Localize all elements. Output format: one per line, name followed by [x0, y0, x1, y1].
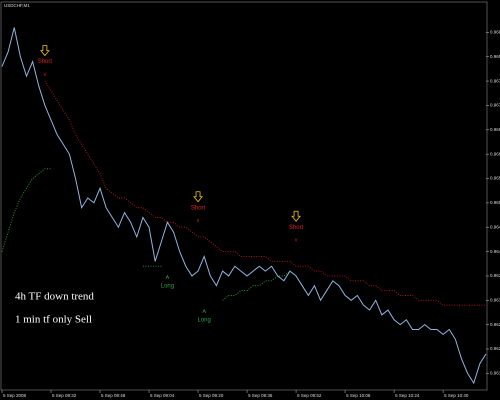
y-tick-label: 0.9665 — [490, 127, 500, 132]
x-tick-label: 5 Sep 08:32 — [52, 393, 77, 398]
y-tick-label: 0.9615 — [490, 371, 500, 376]
signal-marker — [202, 309, 206, 313]
note: 4h TF down trend — [15, 291, 94, 303]
series-line — [44, 80, 486, 306]
plot-frame — [0, 1, 488, 391]
x-tick-label: 5 Sep 09:04 — [150, 393, 175, 398]
annotation: Short — [38, 59, 53, 65]
series-line — [1, 27, 487, 385]
annotation: Long — [197, 317, 210, 323]
x-tick-label: 5 Sep 10:08 — [346, 393, 371, 398]
y-tick-label: 0.9685 — [490, 30, 500, 35]
y-tick-label: 0.9675 — [490, 78, 500, 83]
signal-marker — [165, 274, 170, 279]
y-tick-label: 0.965 — [490, 200, 500, 205]
signal-marker: v — [197, 218, 200, 224]
x-tick-label: 5 Sep 2008 — [3, 393, 27, 398]
annotation: Short — [191, 205, 206, 211]
arrow-icon — [40, 45, 50, 57]
y-tick-label: 0.966 — [490, 151, 500, 156]
x-tick-label: 5 Sep 10:24 — [395, 393, 420, 398]
series-line — [1, 168, 291, 301]
y-tick-label: 0.962 — [490, 346, 500, 351]
x-tick-label: 5 Sep 10:40 — [444, 393, 469, 398]
x-tick-label: 5 Sep 09:36 — [248, 393, 273, 398]
x-tick-label: 5 Sep 09:20 — [199, 393, 224, 398]
y-tick-label: 0.963 — [490, 297, 500, 302]
x-tick-label: 5 Sep 09:52 — [297, 393, 322, 398]
y-tick-label: 0.9645 — [490, 224, 500, 229]
signal-marker: v — [44, 72, 47, 78]
arrow-icon — [193, 191, 203, 203]
y-tick-label: 0.9635 — [490, 273, 500, 278]
annotation: Long — [161, 283, 174, 289]
note: 1 min tf only Sell — [15, 314, 92, 326]
arrow-icon — [291, 210, 301, 222]
y-tick-label: 0.968 — [490, 54, 500, 59]
y-tick-label: 0.964 — [490, 249, 500, 254]
y-tick-label: 0.967 — [490, 103, 500, 108]
y-tick-label: 0.9625 — [490, 322, 500, 327]
x-tick-label: 5 Sep 08:48 — [101, 393, 126, 398]
chart-title: USDCHF,M1 — [4, 3, 30, 8]
y-tick-label: 0.9655 — [490, 176, 500, 181]
annotation: Short — [289, 225, 304, 231]
signal-marker: v — [295, 238, 298, 244]
